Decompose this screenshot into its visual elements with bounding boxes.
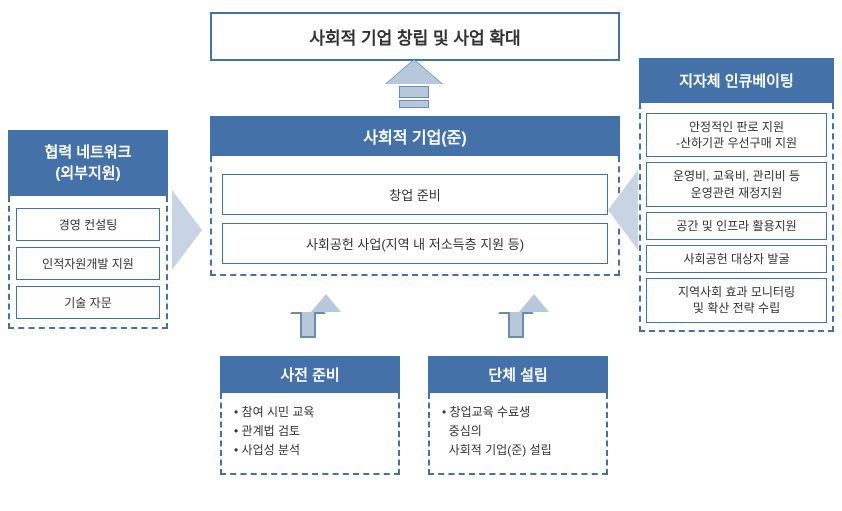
left-header: 협력 네트워크 (외부지원) bbox=[8, 130, 168, 196]
left-title-line2: (외부지원) bbox=[55, 165, 120, 182]
right-item: 지역사회 효과 모니터링및 확산 전략 수립 bbox=[646, 278, 827, 322]
right-panel: 지자체 인큐베이팅 안정적인 판로 지원-산하기관 우선구매 지원 운영비, 교… bbox=[639, 58, 834, 332]
right-items: 안정적인 판로 지원-산하기관 우선구매 지원 운영비, 교육비, 관리비 등운… bbox=[639, 103, 834, 332]
center-item: 창업 준비 bbox=[222, 174, 608, 215]
center-panel: 사회적 기업(준) 창업 준비 사회공헌 사업(지역 내 저소득층 지원 등) bbox=[210, 116, 620, 276]
right-title: 지자체 인큐베이팅 bbox=[679, 73, 794, 90]
bottom1-bullet: • 관계법 검토 bbox=[234, 422, 386, 441]
bottom1-title: 사전 준비 bbox=[280, 367, 339, 384]
top-banner-text: 사회적 기업 창립 및 사업 확대 bbox=[309, 29, 520, 48]
bottom2-bullet: • 창업교육 수료생 bbox=[442, 403, 594, 422]
bottom1-bullet: • 참여 시민 교육 bbox=[234, 403, 386, 422]
bottom2-header: 단체 설립 bbox=[428, 356, 608, 393]
bottom2-title: 단체 설립 bbox=[488, 367, 547, 384]
center-body: 창업 준비 사회공헌 사업(지역 내 저소득층 지원 등) bbox=[210, 156, 620, 276]
right-item: 공간 및 인프라 활용지원 bbox=[646, 212, 827, 240]
left-title-line1: 협력 네트워크 bbox=[45, 144, 132, 161]
bottom1-header: 사전 준비 bbox=[220, 356, 400, 393]
arrow-bottom1-to-center bbox=[290, 290, 326, 338]
top-banner: 사회적 기업 창립 및 사업 확대 bbox=[210, 12, 620, 61]
center-header: 사회적 기업(준) bbox=[210, 116, 620, 156]
arrow-left-to-center bbox=[172, 190, 202, 270]
right-header: 지자체 인큐베이팅 bbox=[639, 58, 834, 103]
bottom1-body: • 참여 시민 교육 • 관계법 검토 • 사업성 분석 bbox=[220, 393, 400, 475]
bottom-panel-1: 사전 준비 • 참여 시민 교육 • 관계법 검토 • 사업성 분석 bbox=[220, 356, 400, 475]
center-title: 사회적 기업(준) bbox=[363, 130, 466, 147]
right-item: 안정적인 판로 지원-산하기관 우선구매 지원 bbox=[646, 113, 827, 157]
left-item: 인적자원개발 지원 bbox=[16, 247, 160, 280]
right-item: 운영비, 교육비, 관리비 등운영관련 재정지원 bbox=[646, 162, 827, 206]
arrow-right-to-center bbox=[608, 170, 638, 250]
right-item: 사회공헌 대상자 발굴 bbox=[646, 245, 827, 273]
bottom2-bullet: 중심의 bbox=[442, 422, 594, 441]
bottom-panel-2: 단체 설립 • 창업교육 수료생 중심의 사회적 기업(준) 설립 bbox=[428, 356, 608, 475]
left-items: 경영 컨설팅 인적자원개발 지원 기술 자문 bbox=[8, 196, 168, 329]
bottom1-bullet: • 사업성 분석 bbox=[234, 441, 386, 460]
arrow-center-to-top bbox=[386, 60, 442, 108]
left-item: 기술 자문 bbox=[16, 286, 160, 319]
bottom2-bullet: 사회적 기업(준) 설립 bbox=[442, 441, 594, 460]
left-panel: 협력 네트워크 (외부지원) 경영 컨설팅 인적자원개발 지원 기술 자문 bbox=[8, 130, 168, 329]
bottom2-body: • 창업교육 수료생 중심의 사회적 기업(준) 설립 bbox=[428, 393, 608, 475]
arrow-bottom2-to-center bbox=[498, 290, 534, 338]
left-item: 경영 컨설팅 bbox=[16, 208, 160, 241]
center-item: 사회공헌 사업(지역 내 저소득층 지원 등) bbox=[222, 223, 608, 264]
